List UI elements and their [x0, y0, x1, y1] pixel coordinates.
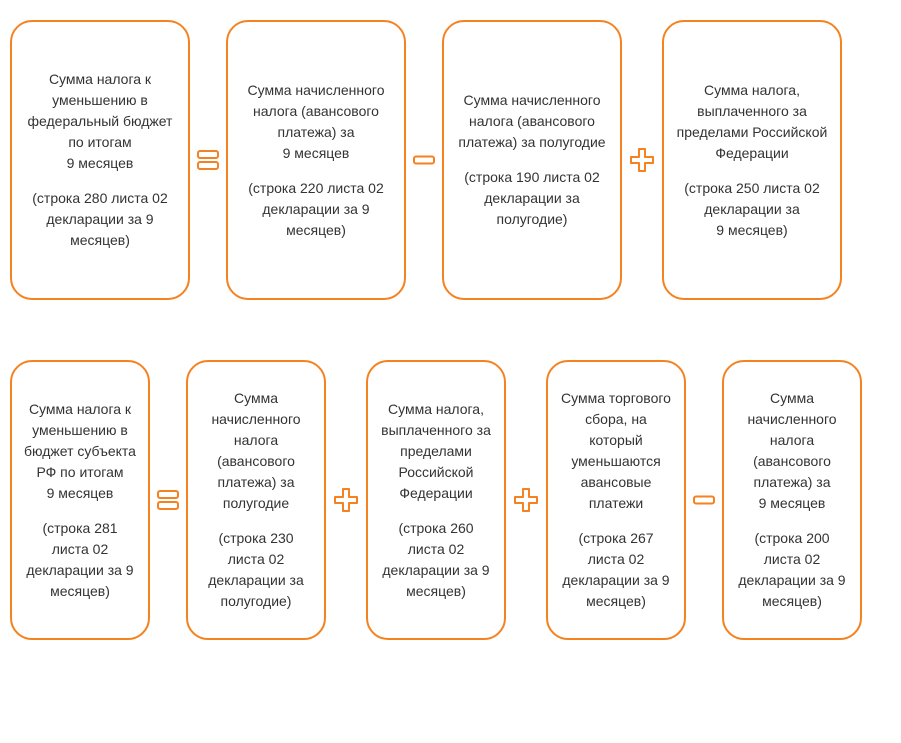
formula-box: Сумма налога, выплаченного за пределами … — [366, 360, 506, 640]
box-sub-text: (строка 190 листа 02 декларации за полуг… — [454, 167, 610, 230]
box-main-text: Сумма налога к уменьшению в бюджет субъе… — [22, 399, 138, 504]
box-main-text: Сумма налога, выплаченного за пределами … — [674, 80, 830, 164]
minus-operator — [690, 486, 718, 514]
box-sub-text: (строка 267 листа 02 декларации за 9 мес… — [558, 528, 674, 612]
formula-row-2: Сумма налога к уменьшению в бюджет субъе… — [10, 360, 891, 640]
box-main-text: Сумма начисленного налога (авансового пл… — [454, 90, 610, 153]
equals-operator — [194, 146, 222, 174]
box-main-text: Сумма налога, выплаченного за пределами … — [378, 399, 494, 504]
formula-box: Сумма торгового сбора, на который уменьш… — [546, 360, 686, 640]
box-sub-text: (строка 200 листа 02 декларации за 9 мес… — [734, 528, 850, 612]
box-main-text: Сумма налога к уменьшению в федеральный … — [22, 69, 178, 174]
formula-box: Сумма налога, выплаченного за пределами … — [662, 20, 842, 300]
box-sub-text: (строка 280 листа 02 декларации за 9 мес… — [22, 188, 178, 251]
formula-box: Сумма налога к уменьшению в бюджет субъе… — [10, 360, 150, 640]
box-sub-text: (строка 220 листа 02 декларации за 9 мес… — [238, 178, 394, 241]
box-sub-text: (строка 260 листа 02 декларации за 9 мес… — [378, 518, 494, 602]
formula-row-1: Сумма налога к уменьшению в федеральный … — [10, 20, 891, 300]
box-main-text: Сумма торгового сбора, на который уменьш… — [558, 388, 674, 514]
formula-box: Сумма начисленного налога (авансового пл… — [186, 360, 326, 640]
box-main-text: Сумма начисленного налога (авансового пл… — [238, 80, 394, 164]
formula-box: Сумма начисленного налога (авансового пл… — [442, 20, 622, 300]
minus-operator — [410, 146, 438, 174]
formula-box: Сумма начисленного налога (авансового пл… — [722, 360, 862, 640]
box-sub-text: (строка 281 листа 02 декларации за 9 мес… — [22, 518, 138, 602]
plus-operator — [330, 486, 362, 514]
box-main-text: Сумма начисленного налога (авансового пл… — [198, 388, 314, 514]
plus-operator — [626, 146, 658, 174]
box-main-text: Сумма начисленного налога (авансового пл… — [734, 388, 850, 514]
box-sub-text: (строка 230 листа 02 декларации за полуг… — [198, 528, 314, 612]
formula-box: Сумма начисленного налога (авансового пл… — [226, 20, 406, 300]
plus-operator — [510, 486, 542, 514]
box-sub-text: (строка 250 листа 02 декларации за9 меся… — [674, 178, 830, 241]
formula-box: Сумма налога к уменьшению в федеральный … — [10, 20, 190, 300]
equals-operator — [154, 486, 182, 514]
